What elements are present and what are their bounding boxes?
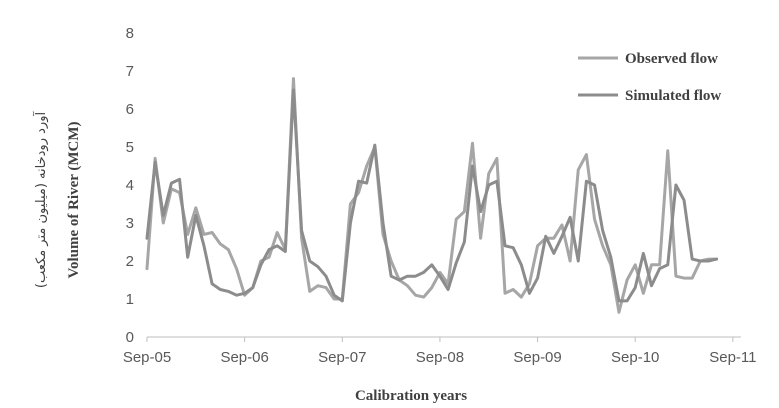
y-tick-label: 2 xyxy=(126,253,134,270)
y-tick-label: 1 xyxy=(126,291,134,308)
y-tick-label: 0 xyxy=(126,329,134,346)
y-tick-label: 7 xyxy=(126,63,134,80)
x-tick-label: Sep-06 xyxy=(220,349,268,366)
series-line-observed xyxy=(145,77,719,314)
legend: Observed flow Simulated flow xyxy=(578,51,721,104)
y-axis-ticks: 0 1 2 3 4 5 6 7 8 xyxy=(126,25,134,346)
y-tick-label: 8 xyxy=(126,25,134,42)
y-tick-label: 3 xyxy=(126,215,134,232)
x-tick-label: Sep-10 xyxy=(611,349,659,366)
series-lines xyxy=(145,77,719,314)
x-tick-label: Sep-09 xyxy=(513,349,561,366)
y-axis-title-persian: آورد رودخانه (میلیون متر مکعب) xyxy=(32,111,49,289)
y-tick-label: 4 xyxy=(126,177,134,194)
y-axis-title: Volume of River (MCM) xyxy=(66,121,82,278)
x-axis-ticks: Sep-05 Sep-06 Sep-07 Sep-08 Sep-09 Sep-10 Sep-… xyxy=(123,337,756,366)
x-tick-label: Sep-07 xyxy=(318,349,366,366)
legend-label-observed: Observed flow xyxy=(625,51,718,67)
x-tick-label: Sep-08 xyxy=(416,349,464,366)
series-line-simulated xyxy=(145,88,719,303)
x-tick-label: Sep-05 xyxy=(123,349,171,366)
x-axis-title: Calibration years xyxy=(355,388,467,404)
x-tick-label: Sep-11 xyxy=(709,349,756,366)
legend-label-simulated: Simulated flow xyxy=(625,88,721,104)
y-tick-label: 5 xyxy=(126,139,134,156)
y-tick-label: 6 xyxy=(126,101,134,118)
